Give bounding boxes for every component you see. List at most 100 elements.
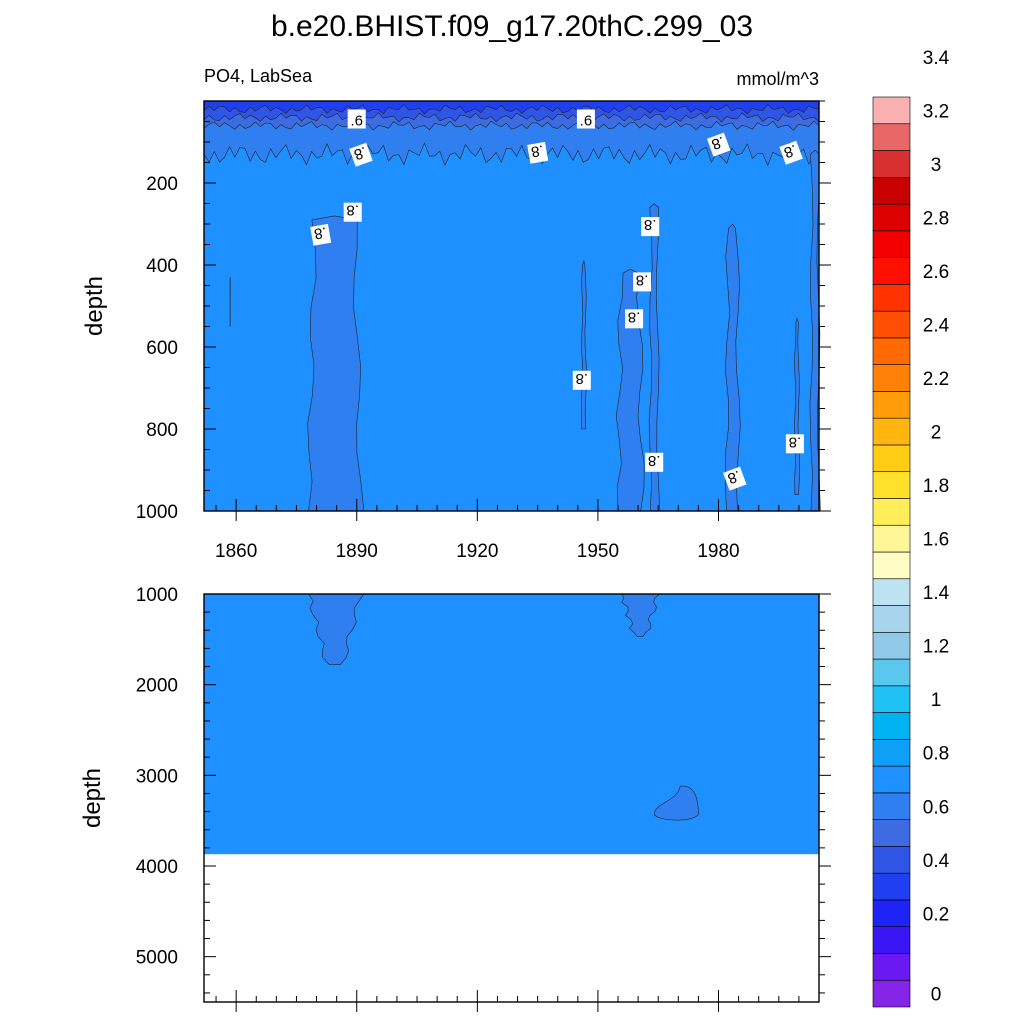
- svg-text:.8: .8: [530, 141, 545, 160]
- low-value-patch: [648, 203, 661, 512]
- x-tick-label: 1890: [336, 541, 378, 562]
- colorbar-swatch: [872, 712, 911, 740]
- colorbar-label: 1.4: [923, 583, 950, 604]
- colorbar-swatch: [872, 739, 911, 767]
- contour-label: .8: [527, 141, 549, 164]
- colorbar-label: 2.2: [923, 369, 949, 390]
- colorbar-swatch: [872, 819, 911, 847]
- colorbar-label: 3.4: [923, 48, 950, 69]
- svg-text:.8: .8: [782, 141, 800, 161]
- contour-label: .8: [641, 216, 660, 237]
- contour-label: .8: [310, 223, 332, 246]
- x-tick-label: 1950: [577, 541, 619, 562]
- colorbar-swatch: [872, 926, 911, 954]
- y-tick-label: 600: [146, 338, 178, 359]
- colorbar-swatch: [872, 284, 911, 312]
- y-tick-label: 400: [146, 256, 178, 277]
- colorbar-label: 1.8: [923, 476, 949, 497]
- colorbar-label: 0.2: [923, 904, 949, 925]
- colorbar-swatch: [872, 658, 911, 687]
- left-subtitle: PO4, LabSea: [204, 66, 313, 86]
- colorbar-swatch: [872, 176, 911, 205]
- svg-text:.8: .8: [346, 202, 359, 219]
- y-tick-label: 1000: [136, 585, 178, 606]
- colorbar-swatch: [872, 203, 911, 232]
- contour-label: .8: [572, 370, 591, 390]
- colorbar-swatch: [872, 150, 911, 178]
- colorbar-label: 2: [931, 423, 942, 444]
- colorbar-swatch: [872, 364, 911, 392]
- contour-label: .6: [576, 109, 595, 130]
- svg-text:.8: .8: [709, 133, 727, 153]
- svg-text:.6: .6: [580, 113, 593, 130]
- colorbar-swatch: [872, 792, 911, 820]
- contour-label: .8: [723, 467, 747, 491]
- colorbar-swatch: [872, 953, 911, 981]
- colorbar-swatch: [872, 310, 911, 339]
- low-value-patch: [724, 223, 741, 512]
- y-tick-label: 4000: [136, 857, 178, 878]
- low-value-patch: [307, 593, 365, 665]
- colorbar-label: 1.6: [923, 530, 949, 551]
- colorbar-swatch: [872, 444, 911, 473]
- colorbar-swatch: [872, 230, 911, 258]
- y-tick-label: 3000: [136, 766, 178, 787]
- upper-y-axis-label: depth: [81, 276, 108, 336]
- colorbar-swatch: [872, 96, 911, 125]
- colorbar-swatch: [872, 337, 911, 365]
- colorbar-label: 3.2: [923, 101, 949, 122]
- contour-label: .8: [633, 271, 652, 292]
- lower-panel: 1000 2000 3000 4000 5000: [136, 585, 831, 1012]
- lower-y-axis-label: depth: [79, 768, 106, 828]
- surface-layer: [203, 100, 820, 115]
- low-value-patch: [809, 149, 821, 512]
- colorbar-label: 3: [931, 155, 942, 176]
- colorbar-swatch: [872, 123, 911, 151]
- colorbar-swatch: [872, 391, 911, 419]
- colorbar-label: 2.8: [923, 208, 949, 229]
- colorbar-swatch: [872, 257, 911, 285]
- svg-text:.8: .8: [644, 216, 657, 233]
- background-band: [204, 101, 819, 511]
- colorbar-swatch: [872, 551, 911, 580]
- colorbar-label: 0.6: [923, 797, 949, 818]
- colorbar-swatch: [872, 872, 911, 901]
- x-tick-label: 1920: [456, 541, 498, 562]
- colorbar-swatch: [872, 471, 911, 499]
- x-tick-label: 1860: [215, 541, 257, 562]
- panel-frame: [203, 593, 820, 1003]
- colorbar-swatch: [872, 417, 911, 446]
- low-value-patch: [621, 593, 661, 637]
- colorbar-label: 0.4: [923, 851, 950, 872]
- y-tick-label: 200: [146, 174, 178, 195]
- svg-text:.8: .8: [648, 452, 661, 469]
- colorbar-swatch: [872, 524, 911, 553]
- right-subtitle: mmol/m^3: [737, 69, 819, 89]
- contour-label: .8: [779, 141, 803, 165]
- background-band: [204, 594, 819, 855]
- chart-title: b.e20.BHIST.f09_g17.20thC.299_03: [271, 10, 753, 43]
- colorbar-swatch: [872, 631, 911, 660]
- contour-label: .8: [343, 202, 362, 222]
- colorbar-label: 0: [931, 985, 942, 1006]
- y-tick-label: 2000: [136, 676, 178, 697]
- svg-text:.8: .8: [628, 308, 641, 325]
- contour-label: .8: [785, 433, 804, 454]
- svg-text:.8: .8: [351, 143, 369, 163]
- low-value-patch: [307, 215, 365, 512]
- low-value-patch: [615, 268, 645, 512]
- colorbar-label: 2.6: [923, 262, 949, 283]
- svg-text:.8: .8: [789, 433, 802, 450]
- svg-text:.8: .8: [313, 223, 328, 242]
- colorbar-label: 2.4: [923, 316, 950, 337]
- svg-text:.6: .6: [350, 113, 363, 130]
- contour-label: .8: [645, 452, 664, 472]
- upper-panel: .6 .6 .8 .8 .8 .8 .8 .8 .8 .8 .8 .8 .8 .8 .8 200 400 600 8…: [136, 100, 831, 562]
- contour-label: .8: [349, 143, 373, 167]
- colorbar-label: 0.8: [923, 744, 949, 765]
- colorbar-swatch: [872, 979, 911, 1008]
- colorbar-swatch: [872, 685, 911, 713]
- colorbar: 0 0.2 0.4 0.6 0.8 1 1.2 1.4 1.6 1.8 2 2.2 2.4 2.6 2.8 3…: [872, 48, 950, 1008]
- colorbar-swatch: [872, 899, 911, 928]
